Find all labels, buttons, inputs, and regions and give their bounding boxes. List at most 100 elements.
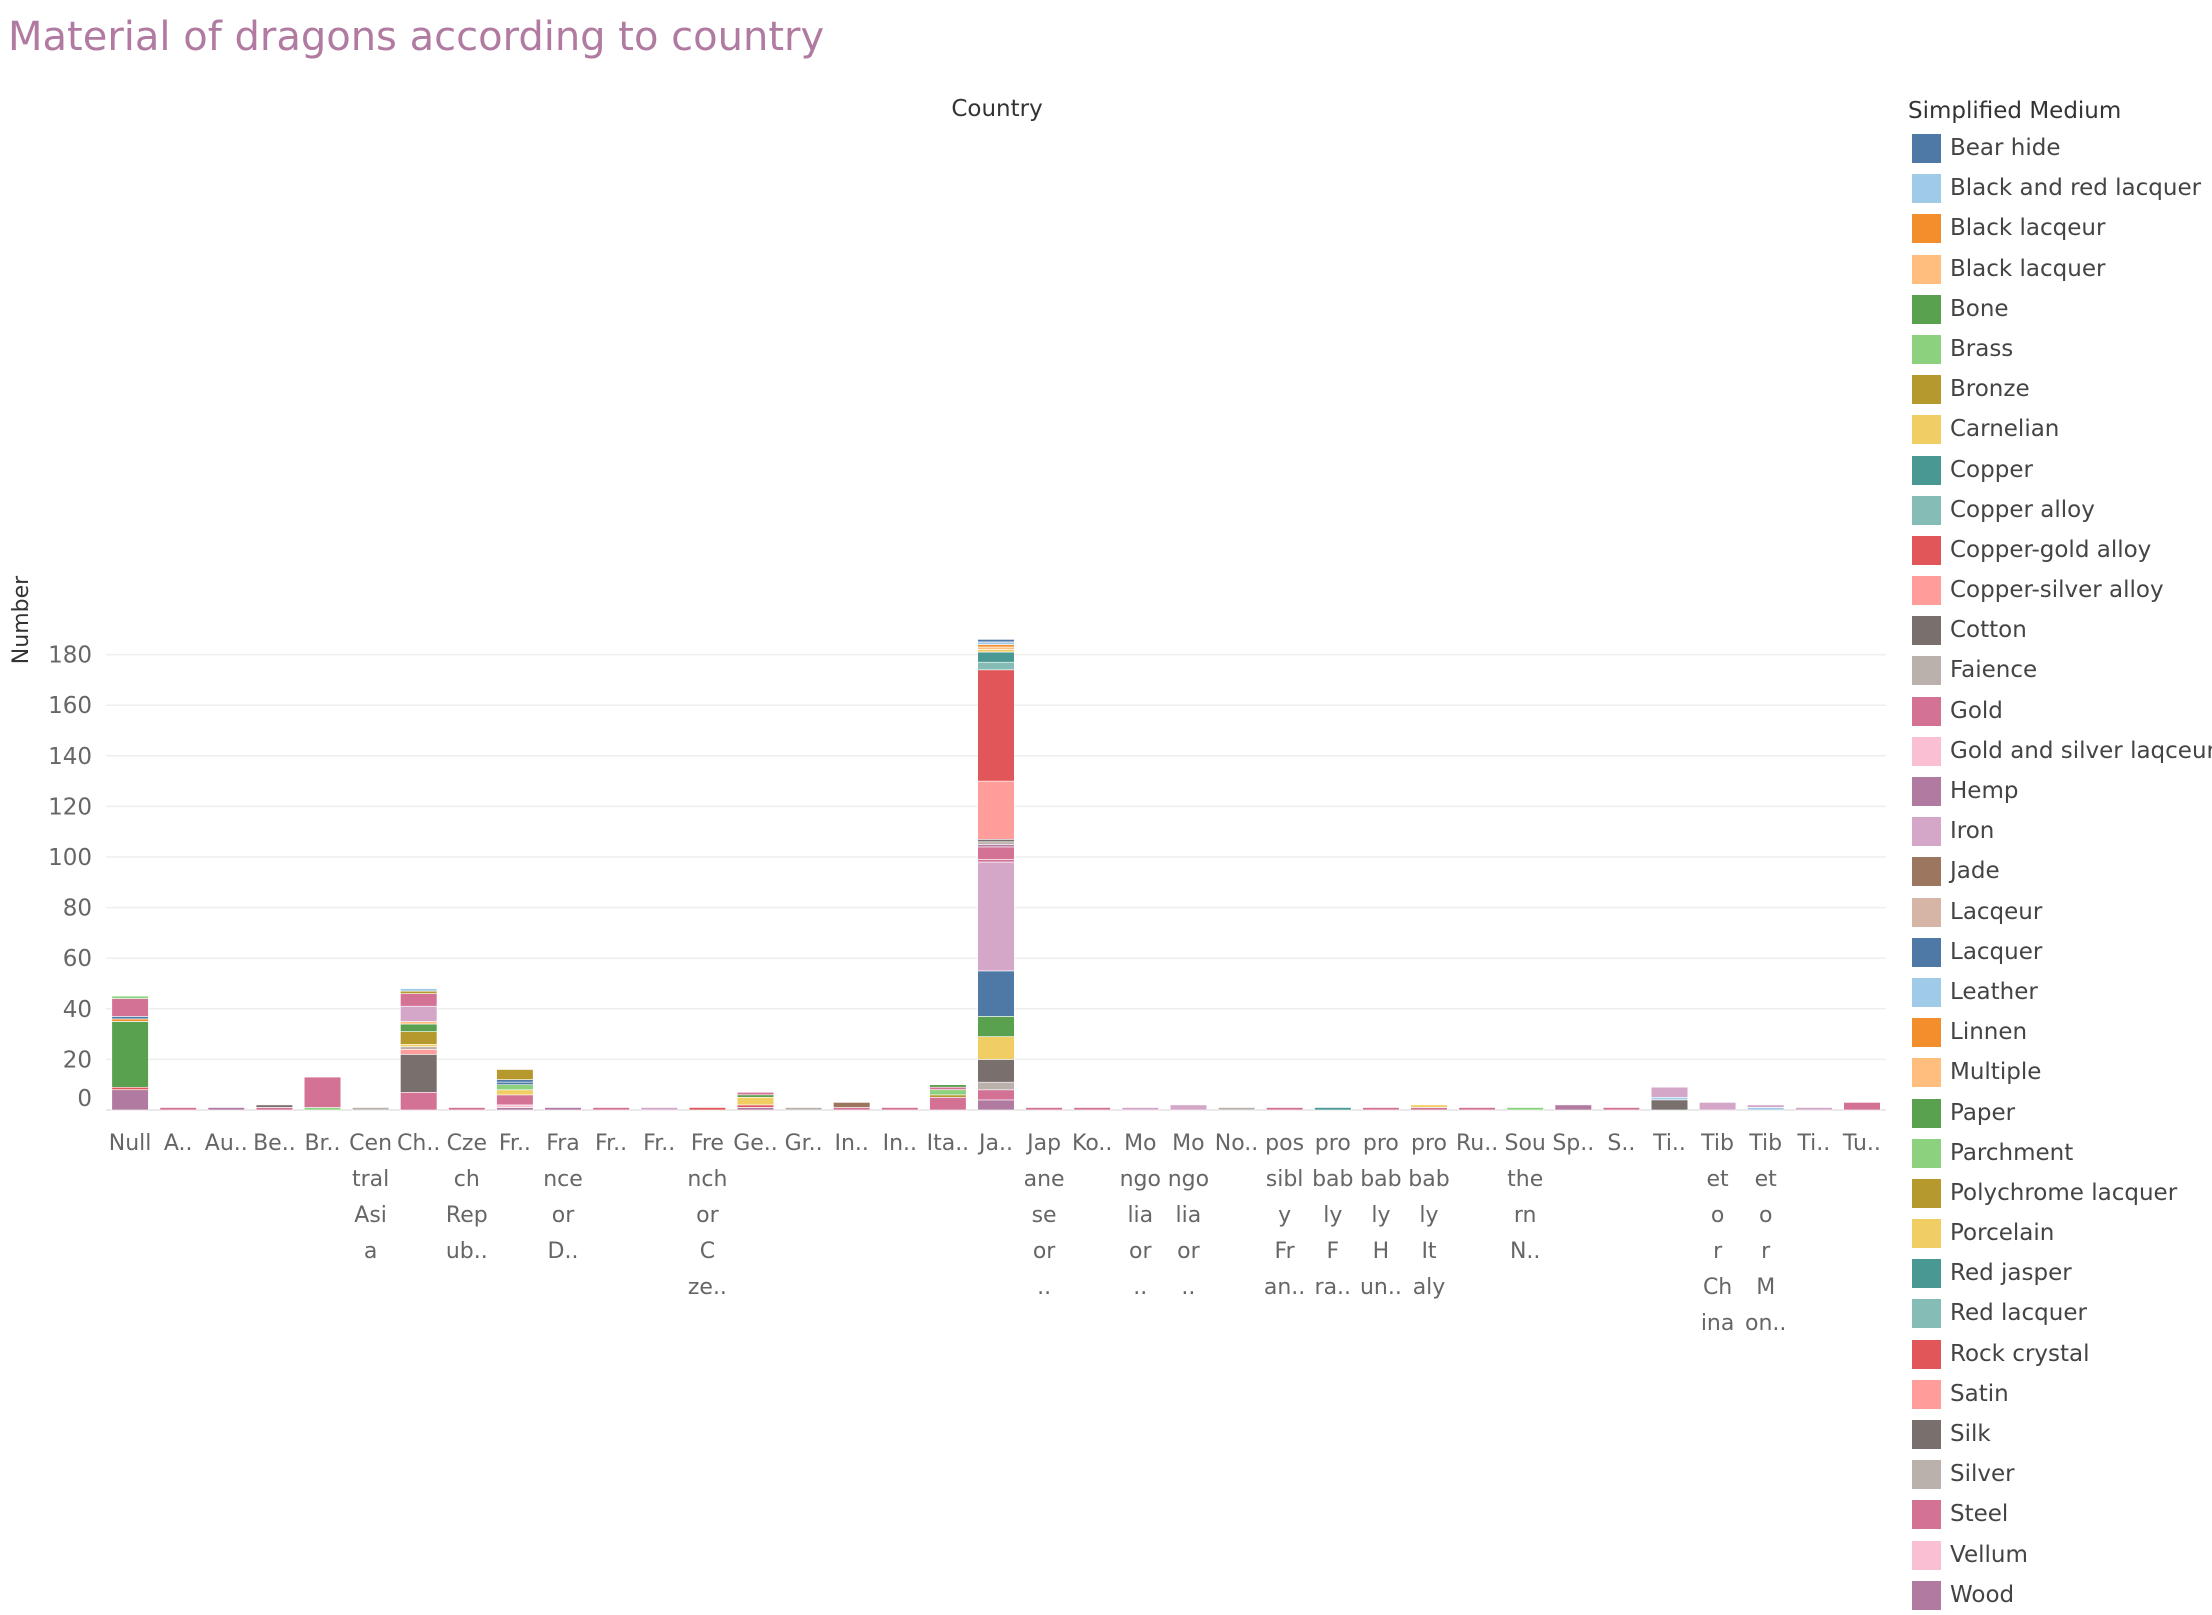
legend-item[interactable]: Bone	[1908, 289, 2212, 329]
bar-segment[interactable]	[1506, 1107, 1544, 1111]
bar-segment[interactable]	[400, 1023, 438, 1032]
legend-item[interactable]: Faience	[1908, 650, 2212, 690]
bar-segment[interactable]	[977, 1081, 1015, 1091]
bar-segment[interactable]	[1410, 1107, 1448, 1111]
bar-segment[interactable]	[111, 998, 149, 1017]
legend-item[interactable]: Linnen	[1908, 1012, 2212, 1052]
bar-segment[interactable]	[1650, 1086, 1689, 1098]
bar-segment[interactable]	[111, 1021, 149, 1088]
bar-segment[interactable]	[400, 1046, 438, 1050]
legend-item[interactable]: Iron	[1908, 811, 2212, 851]
legend-item[interactable]: Vellum	[1908, 1535, 2212, 1575]
bar-segment[interactable]	[1169, 1104, 1208, 1111]
bar-segment[interactable]	[496, 1089, 534, 1096]
bar-segment[interactable]	[977, 780, 1015, 840]
bar-segment[interactable]	[736, 1094, 775, 1098]
bar-segment[interactable]	[400, 988, 438, 992]
bar-segment[interactable]	[1699, 1102, 1737, 1111]
bar-segment[interactable]	[833, 1102, 871, 1108]
legend-item[interactable]: Carnelian	[1908, 409, 2212, 449]
bar-segment[interactable]	[784, 1107, 823, 1111]
legend-item[interactable]: Cotton	[1908, 610, 2212, 650]
bar-segment[interactable]	[111, 1016, 149, 1020]
bar-segment[interactable]	[544, 1107, 582, 1111]
bar-segment[interactable]	[1073, 1107, 1111, 1111]
bar-segment[interactable]	[977, 846, 1015, 860]
bar-segment[interactable]	[303, 1107, 342, 1111]
legend-item[interactable]: Copper-silver alloy	[1908, 570, 2212, 610]
bar-segment[interactable]	[400, 990, 438, 994]
bar-segment[interactable]	[977, 641, 1015, 645]
legend-item[interactable]: Gold	[1908, 691, 2212, 731]
bar-segment[interactable]	[977, 651, 1015, 663]
bar-segment[interactable]	[736, 1097, 775, 1106]
bar-segment[interactable]	[1650, 1099, 1689, 1111]
bar-segment[interactable]	[111, 995, 149, 999]
bar-segment[interactable]	[929, 1084, 967, 1088]
bar-segment[interactable]	[1121, 1107, 1159, 1111]
legend-item[interactable]: Lacqeur	[1908, 892, 2212, 932]
bar-segment[interactable]	[255, 1104, 294, 1108]
bar-segment[interactable]	[977, 861, 1015, 972]
bar-segment[interactable]	[977, 661, 1015, 671]
bar-segment[interactable]	[929, 1097, 967, 1111]
legend-item[interactable]: Copper	[1908, 450, 2212, 490]
bar-segment[interactable]	[351, 1107, 390, 1111]
legend-item[interactable]: Lacquer	[1908, 932, 2212, 972]
bar-segment[interactable]	[400, 1005, 438, 1022]
bar-segment[interactable]	[977, 841, 1015, 845]
bar-segment[interactable]	[1554, 1104, 1592, 1111]
bar-segment[interactable]	[977, 1099, 1015, 1111]
bar-segment[interactable]	[400, 1049, 438, 1055]
bar-segment[interactable]	[448, 1107, 486, 1111]
legend-item[interactable]: Brass	[1908, 329, 2212, 369]
bar-segment[interactable]	[736, 1104, 775, 1108]
bar-segment[interactable]	[496, 1094, 534, 1106]
bar-segment[interactable]	[833, 1107, 871, 1111]
bar-segment[interactable]	[400, 1031, 438, 1045]
bar-segment[interactable]	[736, 1092, 775, 1096]
bar-segment[interactable]	[400, 1092, 438, 1111]
legend-item[interactable]: Jade	[1908, 851, 2212, 891]
bar-segment[interactable]	[1747, 1107, 1785, 1111]
bar-segment[interactable]	[977, 838, 1015, 843]
bar-segment[interactable]	[496, 1084, 534, 1091]
legend-item[interactable]: Polychrome lacquer	[1908, 1173, 2212, 1213]
bar-segment[interactable]	[1747, 1104, 1785, 1108]
bar-segment[interactable]	[400, 1054, 438, 1093]
bar-segment[interactable]	[977, 859, 1015, 863]
bar-segment[interactable]	[303, 1076, 342, 1108]
bar-segment[interactable]	[977, 669, 1015, 782]
bar-segment[interactable]	[929, 1089, 967, 1096]
bar-segment[interactable]	[1025, 1107, 1063, 1111]
bar-segment[interactable]	[1410, 1104, 1448, 1108]
bar-segment[interactable]	[977, 646, 1015, 650]
legend-item[interactable]: Copper alloy	[1908, 490, 2212, 530]
bar-segment[interactable]	[977, 639, 1015, 643]
bar-segment[interactable]	[592, 1107, 630, 1111]
bar-segment[interactable]	[496, 1081, 534, 1085]
bar-segment[interactable]	[1314, 1107, 1352, 1111]
legend-item[interactable]: Wood	[1908, 1575, 2212, 1615]
bar-segment[interactable]	[1266, 1107, 1304, 1111]
bar-segment[interactable]	[1218, 1107, 1256, 1111]
legend-item[interactable]: Bronze	[1908, 369, 2212, 409]
legend-item[interactable]: Red lacquer	[1908, 1293, 2212, 1333]
bar-segment[interactable]	[496, 1079, 534, 1083]
legend-item[interactable]: Copper-gold alloy	[1908, 530, 2212, 570]
legend-item[interactable]: Leather	[1908, 972, 2212, 1012]
legend-item[interactable]: Bear hide	[1908, 128, 2212, 168]
legend-item[interactable]: Black and red lacquer	[1908, 168, 2212, 208]
bar-segment[interactable]	[1362, 1107, 1400, 1111]
bar-segment[interactable]	[736, 1107, 775, 1111]
bar-segment[interactable]	[255, 1107, 294, 1111]
legend-item[interactable]: Paper	[1908, 1093, 2212, 1133]
bar-segment[interactable]	[977, 1036, 1015, 1060]
bar-segment[interactable]	[977, 844, 1015, 848]
bar-segment[interactable]	[977, 649, 1015, 653]
legend-item[interactable]: Red jasper	[1908, 1253, 2212, 1293]
bar-segment[interactable]	[159, 1107, 197, 1111]
bar-segment[interactable]	[1795, 1107, 1833, 1111]
bar-segment[interactable]	[977, 644, 1015, 648]
legend-item[interactable]: Satin	[1908, 1374, 2212, 1414]
